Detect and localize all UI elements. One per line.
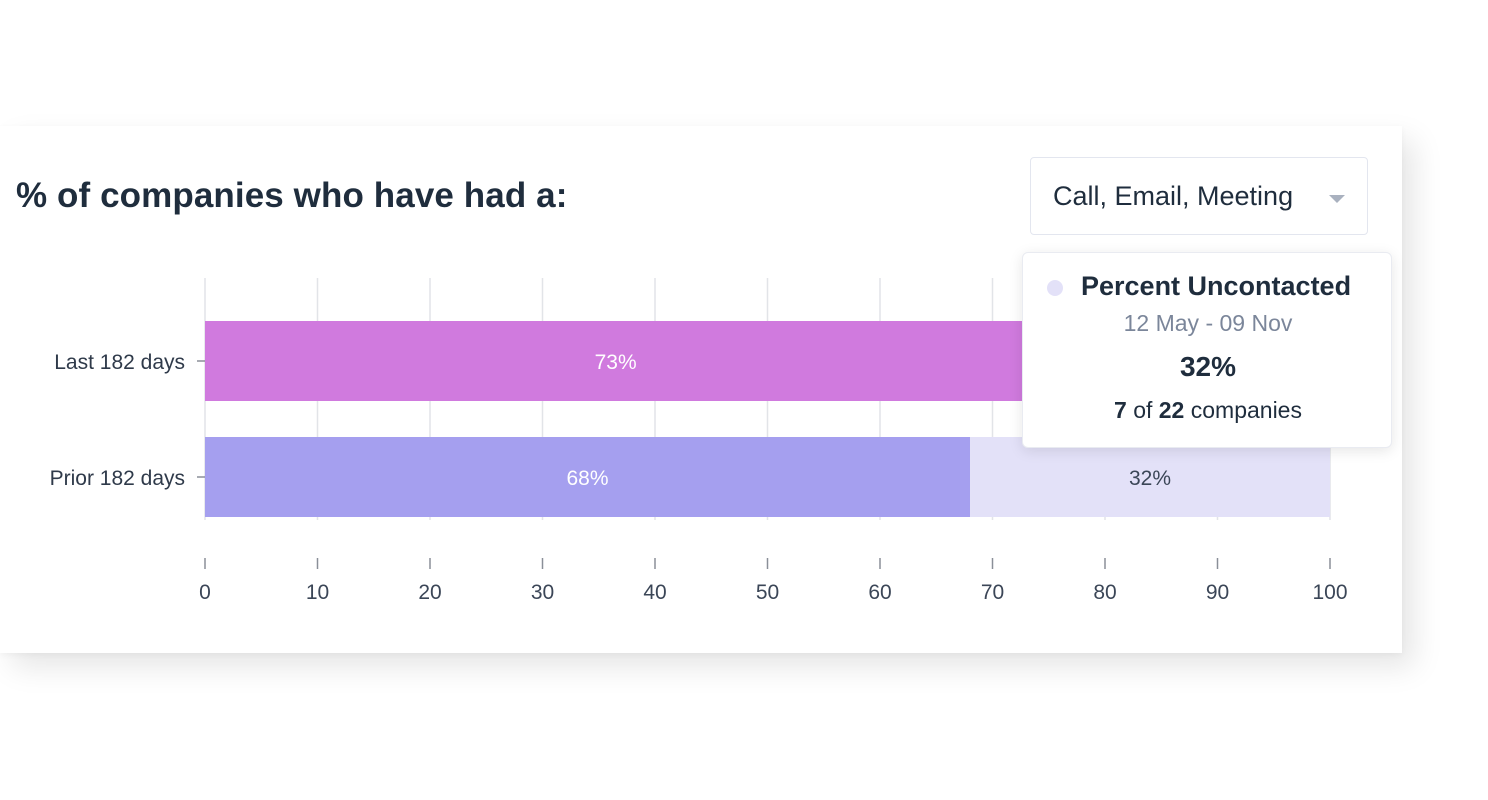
category-label: Last 182 days (54, 351, 185, 374)
bar (205, 321, 1027, 401)
x-tick-label: 50 (756, 581, 779, 604)
x-tick-label: 10 (306, 581, 329, 604)
x-tick-label: 40 (643, 581, 666, 604)
tooltip-date-range: 12 May - 09 Nov (1123, 310, 1293, 336)
tooltip-of-text: of (1133, 397, 1153, 423)
category-label: Prior 182 days (50, 467, 185, 490)
x-tick-label: 30 (531, 581, 554, 604)
x-tick-label: 100 (1312, 581, 1347, 604)
bar (205, 437, 970, 517)
tooltip-unit: companies (1190, 397, 1302, 423)
chevron-down-icon[interactable] (1329, 195, 1345, 203)
tooltip-count: 7 of 22 companies (1023, 397, 1393, 424)
tooltip-count-value: 7 (1114, 397, 1127, 423)
x-tick-label: 90 (1206, 581, 1229, 604)
bar-value-label: 32% (1129, 467, 1171, 490)
x-tick-label: 0 (199, 581, 211, 604)
tooltip-total-value: 22 (1158, 397, 1185, 423)
activity-type-dropdown[interactable]: Call, Email, Meeting (1030, 157, 1368, 235)
bar-value-label: 73% (595, 351, 637, 374)
x-tick-label: 60 (868, 581, 891, 604)
chart-tooltip: Percent Uncontacted 12 May - 09 Nov 32% … (1022, 252, 1392, 448)
bar (970, 437, 1330, 517)
x-tick-label: 20 (418, 581, 441, 604)
x-tick-label: 80 (1093, 581, 1116, 604)
chart-title: % of companies who have had a: (16, 176, 568, 215)
x-tick-label: 70 (981, 581, 1004, 604)
bar-value-label: 68% (566, 467, 608, 490)
tooltip-value: 32% (1179, 351, 1237, 382)
tooltip-swatch (1047, 280, 1063, 296)
activity-type-selected: Call, Email, Meeting (1053, 181, 1294, 211)
tooltip-title: Percent Uncontacted (1081, 271, 1352, 301)
